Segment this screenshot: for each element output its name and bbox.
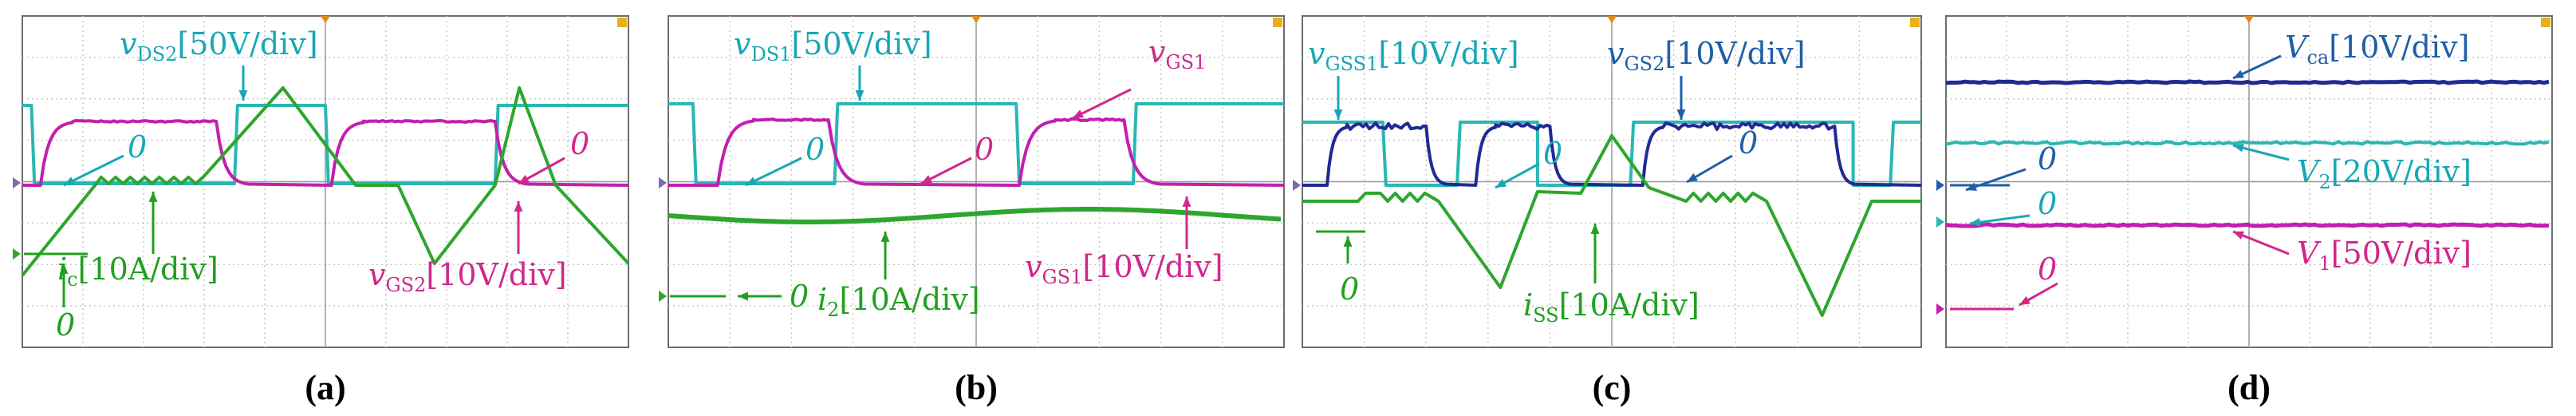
zero-magenta-label: 0 [570,126,589,161]
zero-green-label: 0 [56,307,75,343]
trigger-level-icon [1273,18,1282,27]
channel-marker-1 [1936,180,1944,191]
channel-marker-3 [1936,303,1944,315]
panel-caption: (c) [1593,368,1632,407]
zero-cyan-label: 0 [2038,186,2057,221]
zero-cyan-label: 0 [128,129,147,164]
zero-blue-label: 0 [1739,125,1758,160]
channel-marker-1 [659,177,667,188]
channel-marker-2 [13,248,21,260]
trace-vca [1946,81,2549,83]
zero-green-label: 0 [790,279,809,314]
panel-caption: (b) [955,368,998,407]
panel-caption: (a) [305,368,345,407]
panel-caption: (d) [2227,368,2271,407]
channel-marker-2 [1936,216,1944,228]
ic-label: ic[10A/div] [57,252,219,291]
i2-label: i2[10A/div] [817,282,980,321]
trigger-level-icon [2541,18,2550,27]
channel-marker-1 [1293,180,1301,191]
trace-v1 [1946,224,2549,226]
trace-v2 [1946,142,2549,145]
zero-cyan-label: 0 [1543,136,1562,171]
zero-blue-label: 0 [2038,141,2057,176]
zero-magenta-label: 0 [975,132,994,167]
channel-marker-2 [659,291,667,302]
trigger-level-icon [617,18,627,27]
scope-panel-a [22,16,628,347]
trigger-level-icon [1910,18,1920,27]
channel-marker-1 [13,177,21,188]
zero-cyan-label: 0 [805,132,825,167]
zero-green-label: 0 [1340,271,1359,307]
zero-magenta-label: 0 [2038,252,2057,287]
